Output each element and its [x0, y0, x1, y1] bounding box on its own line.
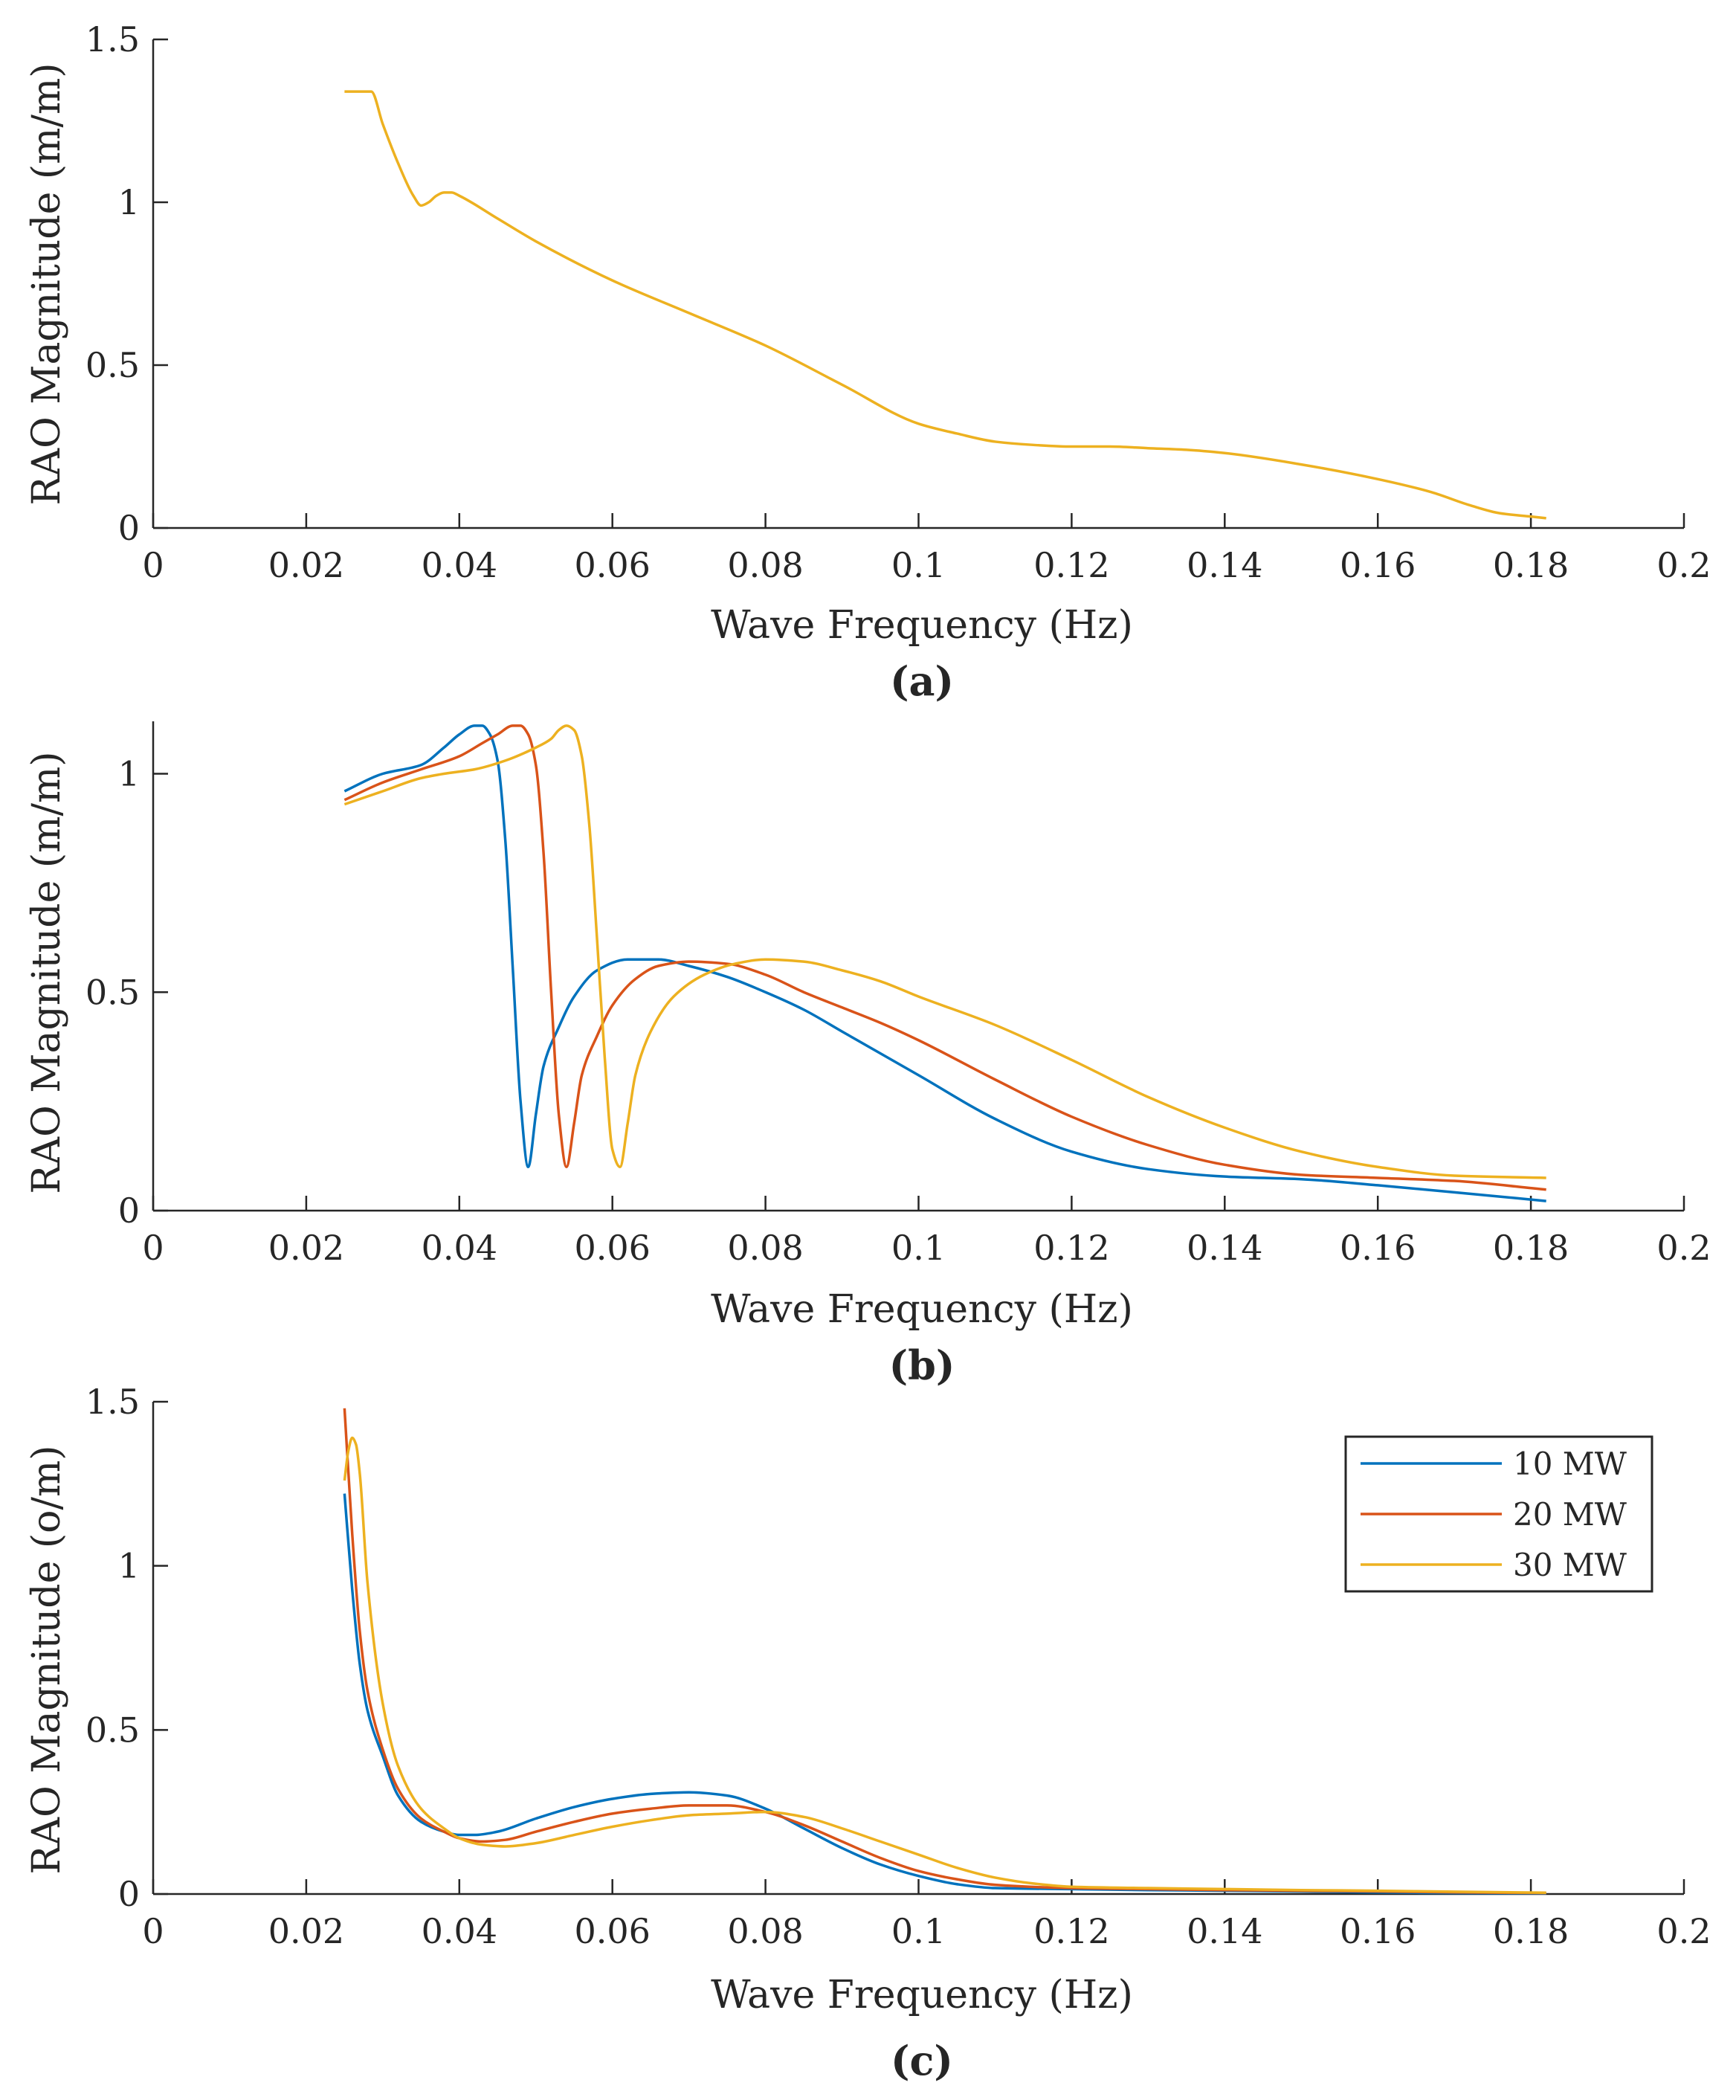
x-tick-label-c: 0.04: [422, 1911, 497, 1951]
series-line-20-mw-b: [343, 724, 1546, 1191]
x-tick-label-c: 0.02: [268, 1911, 344, 1951]
x-tick-label-b: 0.16: [1340, 1228, 1416, 1268]
x-tick-label-b: 0.04: [422, 1228, 497, 1268]
x-tick-label-b: 0.02: [268, 1228, 344, 1268]
series-line-30-mw-a: [344, 90, 1546, 520]
x-tick-label-b: 0.12: [1033, 1228, 1109, 1268]
panel-label-a: (a): [890, 657, 954, 705]
y-tick-label-c: 0.5: [85, 1710, 140, 1750]
y-tick-label-b: 0.5: [85, 972, 140, 1012]
xlabel-c: Wave Frequency (Hz): [711, 1973, 1133, 2017]
x-tick-label-c: 0.2: [1656, 1911, 1711, 1951]
ylabel-c: RAO Magnitude (o/m): [25, 1445, 69, 1874]
y-tick-label-c: 1: [118, 1546, 140, 1586]
series-line-30-mw-b: [343, 724, 1546, 1179]
xlabel-b: Wave Frequency (Hz): [711, 1287, 1133, 1332]
x-tick-label-a: 0.2: [1656, 545, 1711, 585]
y-tick-label-c: 0: [118, 1874, 140, 1914]
series-line-30-mw-c: [343, 1436, 1546, 1894]
x-tick-label-a: 0.12: [1033, 545, 1109, 585]
series-line-10-mw-b: [343, 724, 1546, 1202]
ylabel-a: RAO Magnitude (m/m): [25, 62, 69, 505]
x-tick-label-b: 0.1: [891, 1228, 946, 1268]
x-tick-label-b: 0: [142, 1228, 164, 1268]
x-tick-label-a: 0.02: [268, 545, 344, 585]
x-tick-label-c: 0.1: [891, 1911, 946, 1951]
panel-label-c: (c): [891, 2037, 953, 2084]
y-tick-label-a: 1.5: [85, 19, 140, 59]
x-tick-label-c: 0.08: [727, 1911, 803, 1951]
x-tick-label-a: 0.1: [891, 545, 946, 585]
panel-label-b: (b): [889, 1342, 955, 1389]
x-tick-label-a: 0.06: [574, 545, 650, 585]
x-tick-label-b: 0.08: [727, 1228, 803, 1268]
x-tick-label-c: 0.16: [1340, 1911, 1416, 1951]
x-tick-label-a: 0.14: [1187, 545, 1262, 585]
xlabel-a: Wave Frequency (Hz): [711, 603, 1133, 648]
legend-label-10mw: 10 MW: [1513, 1446, 1627, 1482]
y-tick-label-a: 0: [118, 508, 140, 548]
y-tick-label-b: 1: [118, 754, 140, 794]
x-tick-label-c: 0.18: [1493, 1911, 1569, 1951]
x-tick-label-c: 0.14: [1187, 1911, 1262, 1951]
x-tick-label-b: 0.18: [1493, 1228, 1569, 1268]
legend-label-30mw: 30 MW: [1513, 1547, 1627, 1583]
x-tick-label-a: 0: [142, 545, 164, 585]
x-tick-label-a: 0.04: [422, 545, 497, 585]
y-tick-label-a: 1: [118, 182, 140, 222]
ylabel-b: RAO Magnitude (m/m): [25, 751, 69, 1194]
x-tick-label-b: 0.06: [574, 1228, 650, 1268]
x-tick-label-a: 0.08: [727, 545, 803, 585]
y-tick-label-b: 0: [118, 1191, 140, 1231]
y-tick-label-a: 0.5: [85, 345, 140, 385]
x-tick-label-a: 0.18: [1493, 545, 1569, 585]
panel-b: RAO Magnitude (m/m) Wave Frequency (Hz) …: [25, 721, 1711, 1389]
x-tick-label-c: 0: [142, 1911, 164, 1951]
x-tick-label-a: 0.16: [1340, 545, 1416, 585]
legend: 10 MW 20 MW 30 MW: [1344, 1435, 1653, 1593]
x-tick-label-c: 0.12: [1033, 1911, 1109, 1951]
x-tick-label-b: 0.14: [1187, 1228, 1262, 1268]
x-tick-label-b: 0.2: [1656, 1228, 1711, 1268]
x-tick-label-c: 0.06: [574, 1911, 650, 1951]
y-tick-label-c: 1.5: [85, 1382, 140, 1422]
legend-label-20mw: 20 MW: [1513, 1496, 1627, 1533]
panel-c: RAO Magnitude (o/m) Wave Frequency (Hz) …: [25, 1382, 1711, 2084]
panel-a: RAO Magnitude (m/m) Wave Frequency (Hz) …: [25, 19, 1711, 705]
